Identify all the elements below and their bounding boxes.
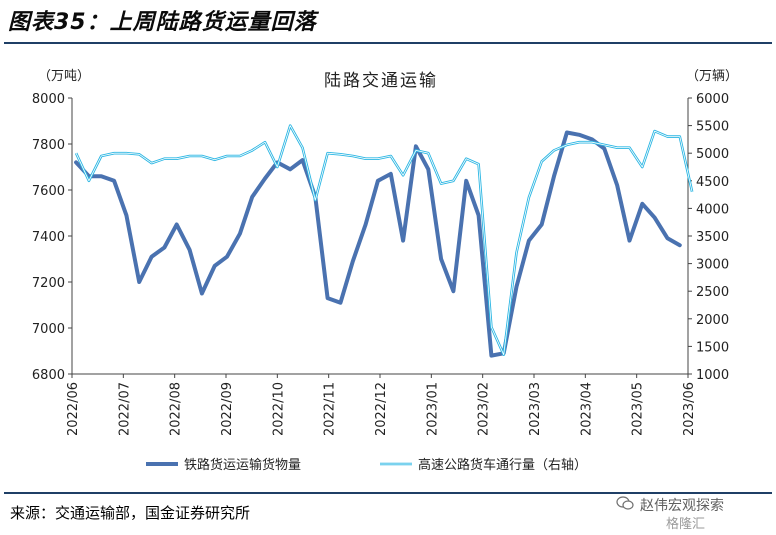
wechat-icon [616,496,634,510]
x-tick-label: 2022/12 [374,382,389,436]
right-axis-unit: （万辆） [686,69,738,84]
x-tick-label: 2023/06 [682,382,697,436]
right-tick-label: 4500 [696,175,729,190]
left-tick-label: 7400 [32,230,65,245]
series-layer [74,124,694,358]
legend-label-rail: 铁路货运运输货物量 [184,457,301,473]
x-tick-label: 2022/06 [66,382,81,436]
left-tick-label: 7600 [32,184,65,199]
right-tick-label: 4000 [696,202,729,217]
top-rule [4,42,772,44]
left-axis-unit: （万吨） [38,69,90,84]
x-tick-label: 2023/02 [477,382,492,436]
figure-title: 图表35：上周陆路货运量回落 [8,10,317,35]
right-tick-label: 1000 [696,368,729,383]
source-note: 来源：交通运输部，国金证券研究所 [10,504,251,522]
x-tick-label: 2023/04 [579,382,594,436]
x-tick-label: 2023/01 [425,382,440,436]
x-tick-label: 2023/05 [631,382,646,436]
x-tick-label: 2022/07 [117,382,132,436]
left-tick-label: 7800 [32,138,65,153]
x-tick-label: 2022/11 [323,382,338,436]
right-tick-label: 2000 [696,313,729,328]
series-line-highway-inner [75,125,693,356]
series-line-rail [74,130,682,358]
right-tick-label: 1500 [696,340,729,355]
watermark-sub: 格隆汇 [666,517,706,532]
right-tick-label: 6000 [696,92,729,107]
right-tick-label: 3000 [696,258,729,273]
x-tick-label: 2022/09 [220,382,235,436]
x-tick-label: 2023/03 [528,382,543,436]
right-tick-label: 5500 [696,120,729,135]
right-tick-label: 3500 [696,230,729,245]
x-tick-label: 2022/10 [271,382,286,436]
left-tick-label: 7000 [32,322,65,337]
right-tick-label: 2500 [696,285,729,300]
left-tick-label: 6800 [32,368,65,383]
left-tick-label: 7200 [32,276,65,291]
left-tick-label: 8000 [32,92,65,107]
chart-title: 陆路交通运输 [324,71,438,91]
watermark: 赵伟宏观探索 格隆汇 [606,493,772,533]
axes-layer: 8000 7800 7600 7400 7200 7000 6800 6000 5500 5000… [32,92,729,436]
x-tick-label: 2022/08 [169,382,184,436]
line-chart: 陆路交通运输 （万吨） （万辆） 8000 7800 7600 7400 7200 700… [32,69,738,473]
legend: 铁路货运运输货物量 高速公路货车通行量（右轴） [146,457,587,473]
watermark-name: 赵伟宏观探索 [640,498,724,514]
legend-label-highway: 高速公路货车通行量（右轴） [418,457,587,473]
bottom-rule [4,492,772,494]
right-tick-label: 5000 [696,147,729,162]
